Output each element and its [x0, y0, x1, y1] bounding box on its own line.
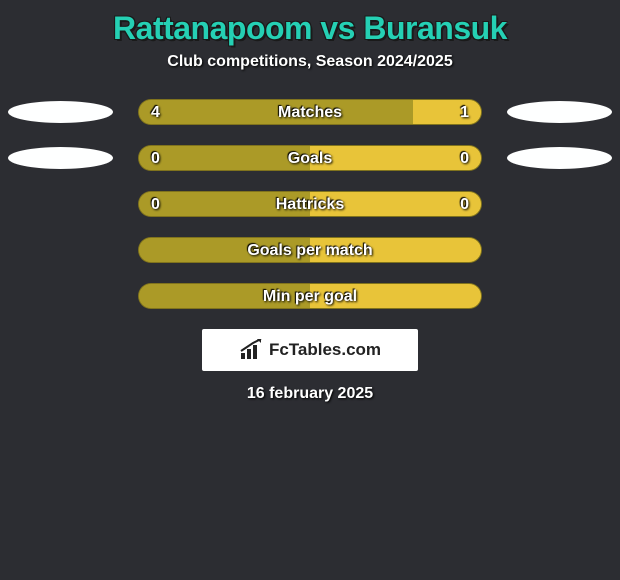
stat-bar: Goals per match — [138, 237, 482, 263]
stat-bar-seg-player1 — [139, 238, 310, 262]
brand-chart-icon — [239, 339, 265, 361]
stat-bar-seg-player2 — [413, 100, 481, 124]
stat-bar: Min per goal — [138, 283, 482, 309]
subtitle: Club competitions, Season 2024/2025 — [0, 53, 620, 71]
stat-row: 00Hattricks — [0, 191, 620, 217]
player2-marker — [507, 101, 612, 123]
stat-bar-seg-player2 — [310, 192, 481, 216]
player1-marker — [8, 101, 113, 123]
stat-bar-seg-player1 — [139, 100, 413, 124]
brand-text: FcTables.com — [269, 340, 381, 360]
stat-value-player2: 1 — [460, 100, 469, 125]
stat-value-player1: 0 — [151, 192, 160, 217]
stat-bar: 41Matches — [138, 99, 482, 125]
player1-marker — [8, 147, 113, 169]
stat-bar-seg-player2 — [310, 284, 481, 308]
stat-bar-seg-player1 — [139, 284, 310, 308]
stat-value-player1: 0 — [151, 146, 160, 171]
brand-badge: FcTables.com — [202, 329, 418, 371]
stat-bar-seg-player1 — [139, 146, 310, 170]
stat-value-player1: 4 — [151, 100, 160, 125]
player2-marker — [507, 147, 612, 169]
stat-bar: 00Goals — [138, 145, 482, 171]
stat-bar: 00Hattricks — [138, 191, 482, 217]
date-label: 16 february 2025 — [0, 385, 620, 403]
page-title: Rattanapoom vs Buransuk — [0, 0, 620, 47]
stat-row: 00Goals — [0, 145, 620, 171]
stat-value-player2: 0 — [460, 146, 469, 171]
comparison-rows: 41Matches00Goals00HattricksGoals per mat… — [0, 99, 620, 309]
stat-bar-seg-player2 — [310, 238, 481, 262]
stat-row: Goals per match — [0, 237, 620, 263]
stat-row: 41Matches — [0, 99, 620, 125]
stat-row: Min per goal — [0, 283, 620, 309]
stat-bar-seg-player1 — [139, 192, 310, 216]
stat-bar-seg-player2 — [310, 146, 481, 170]
stat-value-player2: 0 — [460, 192, 469, 217]
